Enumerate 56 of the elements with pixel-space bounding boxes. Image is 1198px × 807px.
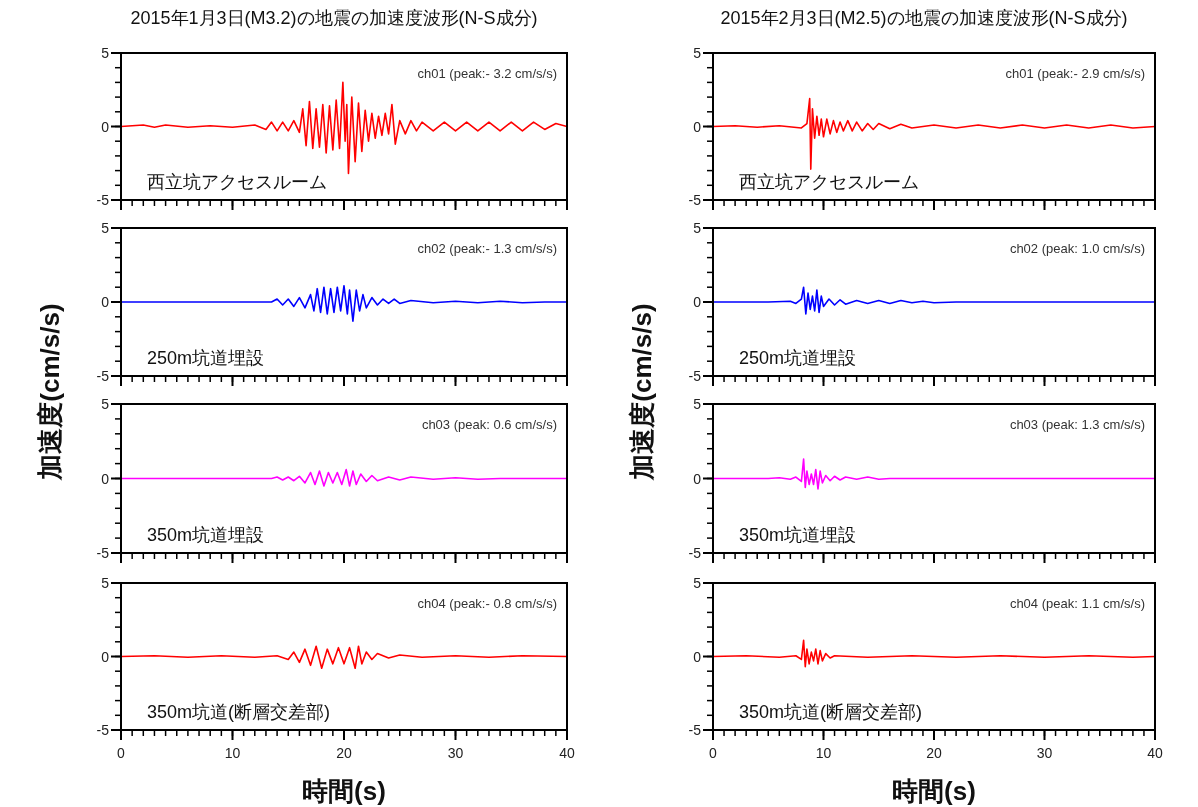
y-tick-label: 5 (693, 45, 702, 61)
annotation: ch04 (peak:- 0.8 cm/s/s) (417, 596, 557, 611)
y-tick-label: -5 (96, 722, 110, 738)
y-tick-label: 5 (693, 396, 702, 412)
annotation: ch01 (peak:- 2.9 cm/s/s) (1005, 66, 1145, 81)
y-tick-label: -5 (688, 722, 702, 738)
x-axis-title: 時間(s) (302, 776, 386, 806)
y-tick-label: 0 (101, 470, 110, 487)
y-tick-label: 5 (101, 575, 110, 591)
y-tick-label: 5 (101, 396, 110, 412)
y-tick-label: 0 (693, 470, 702, 487)
x-tick-label: 20 (336, 745, 352, 761)
x-tick-label: 30 (1036, 745, 1053, 761)
annotation: ch02 (peak:- 1.3 cm/s/s) (417, 241, 557, 256)
y-tick-label: 0 (693, 294, 702, 310)
x-tick-label: 40 (559, 745, 575, 761)
y-tick-label: -5 (688, 545, 702, 561)
x-tick-label: 0 (117, 745, 126, 761)
y-tick-label: 0 (693, 648, 702, 665)
y-tick-label: 5 (693, 575, 702, 591)
y-axis-title: 加速度(cm/s/s) (627, 303, 657, 481)
chart-title: 2015年1月3日(M3.2)の地震の加速度波形(N-S成分) (130, 8, 538, 28)
x-tick-label: 0 (709, 745, 718, 761)
y-tick-label: -5 (688, 192, 702, 208)
x-tick-label: 20 (926, 745, 942, 761)
y-tick-label: 5 (101, 220, 110, 236)
annotation: 350m坑道(断層交差部) (147, 702, 331, 722)
annotation: ch01 (peak:- 3.2 cm/s/s) (417, 66, 557, 81)
y-tick-label: 5 (101, 45, 110, 61)
y-tick-label: -5 (96, 368, 110, 384)
x-tick-label: 10 (815, 745, 832, 761)
x-tick-label: 10 (224, 745, 241, 761)
annotation: ch04 (peak: 1.1 cm/s/s) (1009, 596, 1145, 611)
x-axis-title: 時間(s) (892, 776, 976, 806)
annotation: 350m坑道埋設 (739, 525, 857, 545)
y-tick-label: -5 (96, 192, 110, 208)
annotation: 250m坑道埋設 (739, 348, 857, 368)
y-tick-label: 0 (101, 294, 110, 310)
annotation: 250m坑道埋設 (147, 348, 265, 368)
y-tick-label: -5 (688, 368, 702, 384)
chart-title: 2015年2月3日(M2.5)の地震の加速度波形(N-S成分) (720, 8, 1128, 28)
annotation: ch03 (peak: 0.6 cm/s/s) (421, 417, 557, 432)
annotation: 西立坑アクセスルーム (739, 172, 919, 192)
annotation: 西立坑アクセスルーム (147, 172, 327, 192)
annotation: ch03 (peak: 1.3 cm/s/s) (1009, 417, 1145, 432)
x-tick-label: 40 (1147, 745, 1163, 761)
annotation: ch02 (peak: 1.0 cm/s/s) (1009, 241, 1145, 256)
y-axis-title: 加速度(cm/s/s) (35, 303, 65, 481)
y-tick-label: -5 (96, 545, 110, 561)
y-tick-label: 5 (693, 220, 702, 236)
annotation: 350m坑道埋設 (147, 525, 265, 545)
x-tick-label: 30 (447, 745, 464, 761)
y-tick-label: 0 (101, 118, 110, 135)
y-tick-label: 0 (693, 118, 702, 135)
y-tick-label: 0 (101, 648, 110, 665)
annotation: 350m坑道(断層交差部) (739, 702, 923, 722)
